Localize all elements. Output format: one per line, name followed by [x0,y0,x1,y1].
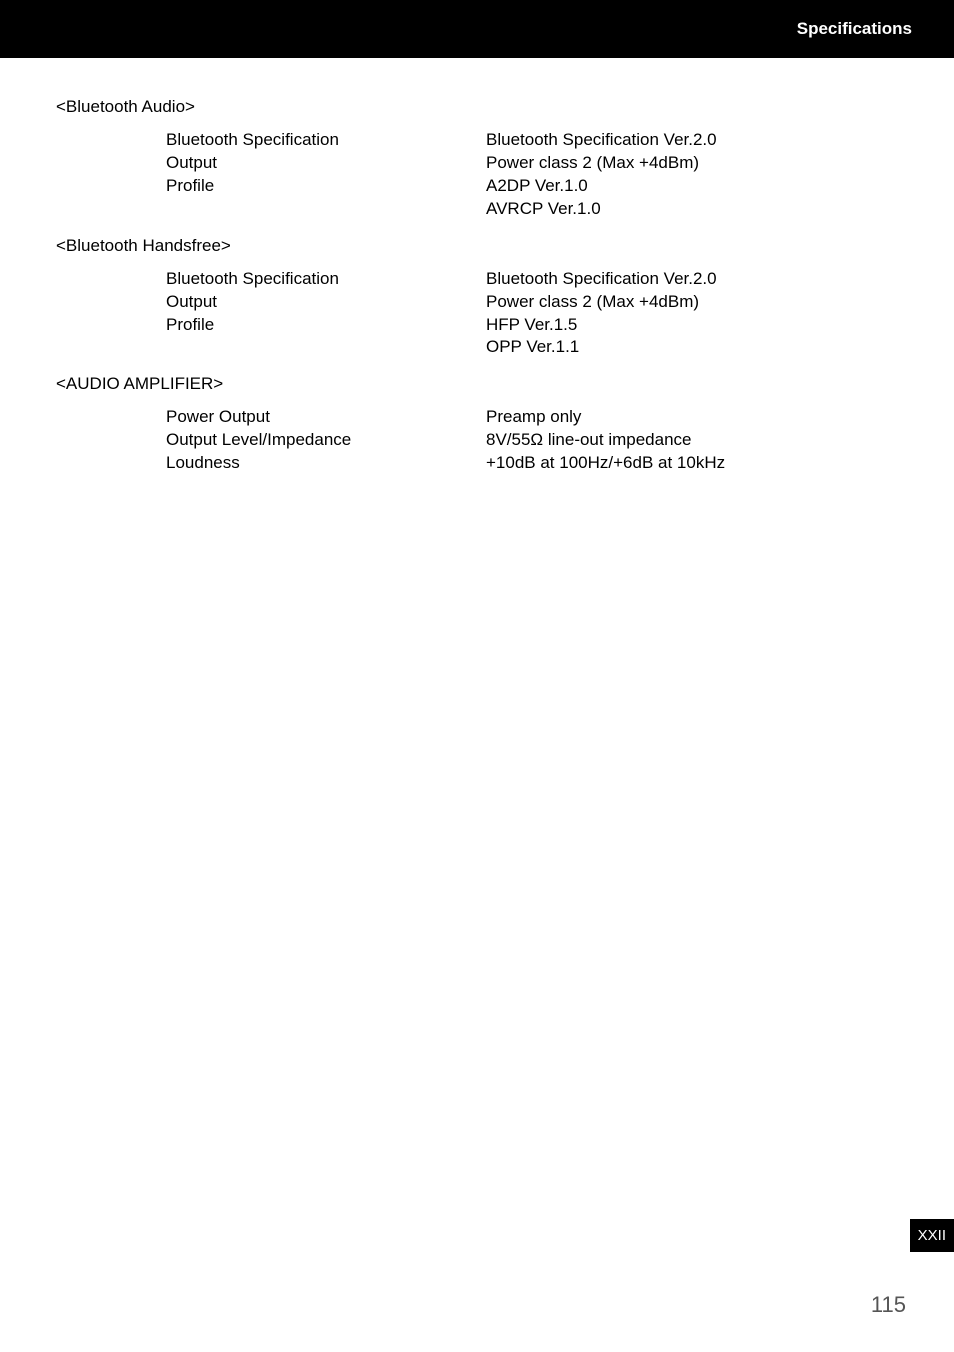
spec-row: Profile HFP Ver.1.5 [56,314,898,337]
spec-label [56,336,486,359]
spec-row: Bluetooth Specification Bluetooth Specif… [56,129,898,152]
spec-value: A2DP Ver.1.0 [486,175,898,198]
spec-value: Preamp only [486,406,898,429]
spec-label [56,198,486,221]
spec-value: +10dB at 100Hz/+6dB at 10kHz [486,452,898,475]
spec-label: Output [56,291,486,314]
section-heading: <AUDIO AMPLIFIER> [56,373,898,396]
spec-label: Power Output [56,406,486,429]
spec-value: Bluetooth Specification Ver.2.0 [486,268,898,291]
spec-label: Bluetooth Specification [56,129,486,152]
section-bluetooth-handsfree: <Bluetooth Handsfree> Bluetooth Specific… [56,235,898,360]
spec-label: Output [56,152,486,175]
spec-label: Profile [56,314,486,337]
spec-value: OPP Ver.1.1 [486,336,898,359]
spec-row: AVRCP Ver.1.0 [56,198,898,221]
spec-row: OPP Ver.1.1 [56,336,898,359]
content-area: <Bluetooth Audio> Bluetooth Specificatio… [0,58,954,475]
spec-label: Bluetooth Specification [56,268,486,291]
section-audio-amplifier: <AUDIO AMPLIFIER> Power Output Preamp on… [56,373,898,475]
chapter-tab: XXII [910,1219,954,1252]
spec-row: Loudness +10dB at 100Hz/+6dB at 10kHz [56,452,898,475]
page-number: 115 [871,1292,906,1318]
spec-label: Profile [56,175,486,198]
spec-row: Output Power class 2 (Max +4dBm) [56,291,898,314]
spec-value: HFP Ver.1.5 [486,314,898,337]
section-bluetooth-audio: <Bluetooth Audio> Bluetooth Specificatio… [56,96,898,221]
section-heading: <Bluetooth Audio> [56,96,898,119]
spec-value: 8V/55Ω line-out impedance [486,429,898,452]
spec-value: Power class 2 (Max +4dBm) [486,291,898,314]
spec-row: Output Power class 2 (Max +4dBm) [56,152,898,175]
spec-row: Power Output Preamp only [56,406,898,429]
page-title: Specifications [797,19,912,39]
spec-label: Output Level/Impedance [56,429,486,452]
spec-row: Profile A2DP Ver.1.0 [56,175,898,198]
spec-value: Bluetooth Specification Ver.2.0 [486,129,898,152]
spec-label: Loudness [56,452,486,475]
section-heading: <Bluetooth Handsfree> [56,235,898,258]
spec-row: Output Level/Impedance 8V/55Ω line-out i… [56,429,898,452]
header-bar: Specifications [0,0,954,58]
spec-value: Power class 2 (Max +4dBm) [486,152,898,175]
spec-value: AVRCP Ver.1.0 [486,198,898,221]
spec-row: Bluetooth Specification Bluetooth Specif… [56,268,898,291]
